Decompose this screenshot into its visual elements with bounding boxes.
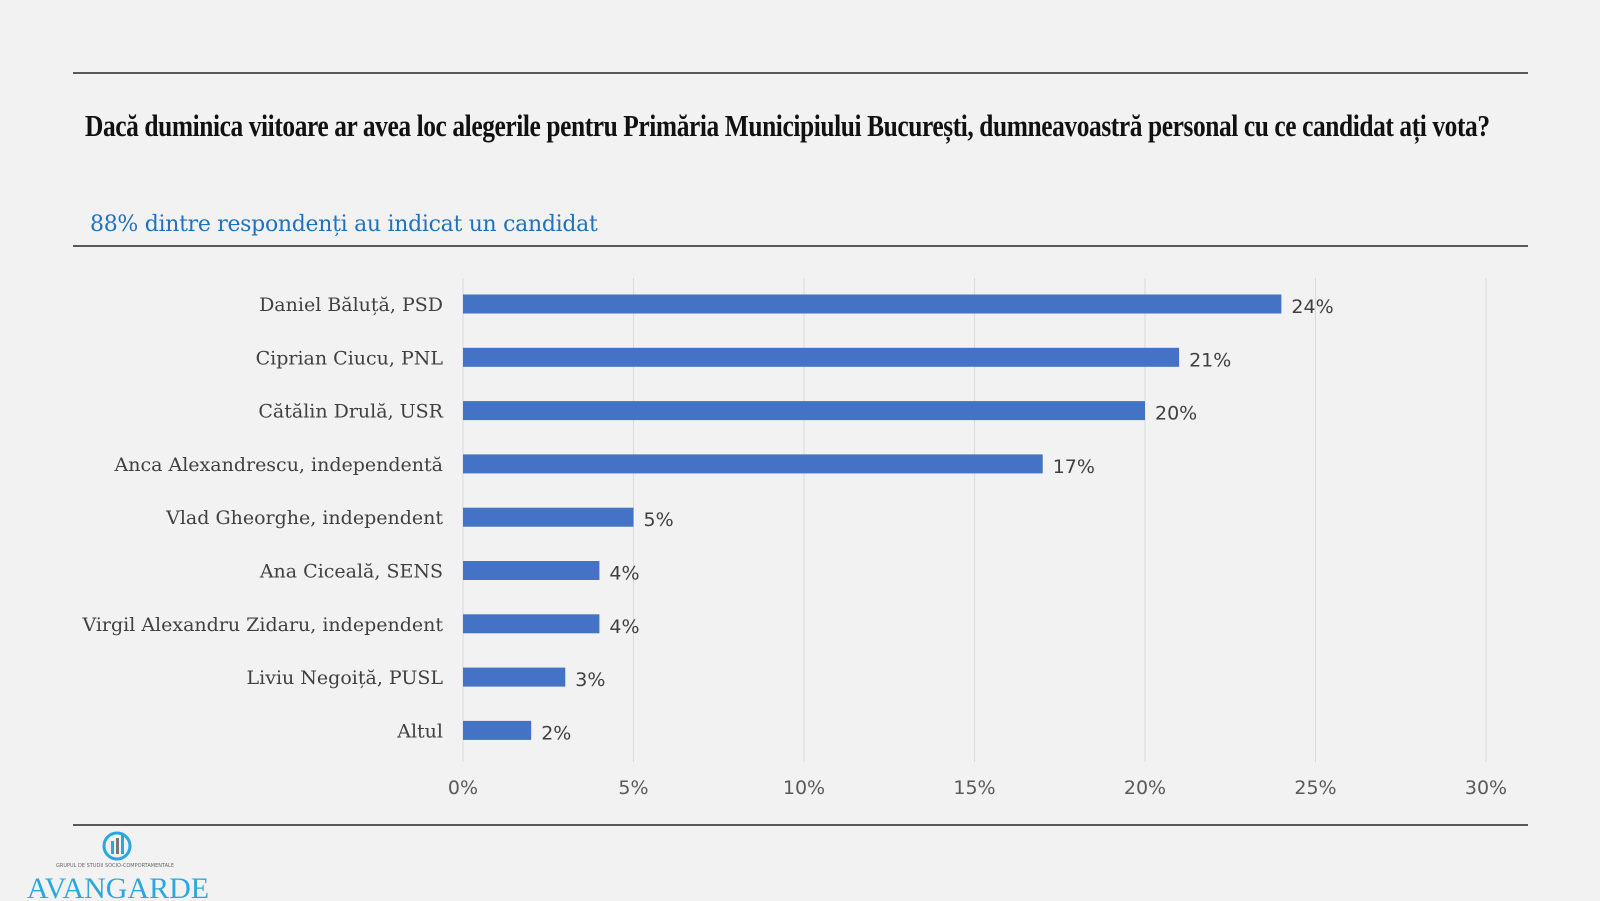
x-tick-label: 25%: [1294, 777, 1336, 799]
data-label: 17%: [1053, 456, 1095, 478]
data-label: 4%: [609, 563, 639, 585]
bar: [463, 507, 634, 527]
category-label: Ciprian Ciucu, PNL: [256, 347, 444, 369]
category-label: Anca Alexandrescu, independentă: [114, 454, 443, 476]
data-label: 20%: [1155, 403, 1197, 425]
bar: [463, 294, 1282, 314]
logo-icon: [102, 831, 132, 861]
bar: [463, 614, 600, 634]
data-label: 4%: [609, 616, 639, 638]
category-label: Vlad Gheorghe, independent: [165, 507, 443, 529]
category-label: Ana Ciceală, SENS: [259, 561, 443, 583]
data-label: 24%: [1291, 296, 1333, 318]
x-tick-label: 20%: [1124, 777, 1166, 799]
subtitle-rule: [73, 245, 1528, 247]
category-label: Liviu Negoiță, PUSL: [247, 667, 444, 689]
data-label: 3%: [575, 669, 605, 691]
bar: [463, 454, 1043, 474]
bar: [463, 720, 532, 740]
avangarde-logo: GRUPUL DE STUDII SOCIO-COMPORTAMENTALE A…: [27, 831, 209, 901]
bottom-rule: [73, 824, 1528, 826]
bar: [463, 347, 1180, 367]
logo-tagline: GRUPUL DE STUDII SOCIO-COMPORTAMENTALE: [56, 863, 174, 869]
chart-title: Dacă duminica viitoare ar avea loc alege…: [85, 108, 1490, 143]
bar: [463, 667, 566, 687]
x-tick-label: 0%: [448, 777, 478, 799]
data-label: 21%: [1189, 349, 1231, 371]
bar: [463, 561, 600, 580]
category-label: Altul: [396, 720, 443, 742]
top-rule: [73, 72, 1528, 74]
category-label: Virgil Alexandru Zidaru, independent: [81, 614, 443, 636]
data-label: 2%: [541, 722, 571, 744]
x-tick-label: 30%: [1465, 777, 1507, 799]
bar: [463, 401, 1145, 421]
x-tick-label: 15%: [953, 777, 995, 799]
chart-subtitle: 88% dintre respondenți au indicat un can…: [90, 212, 598, 237]
category-label: Cătălin Drulă, USR: [258, 401, 443, 423]
category-label: Daniel Băluță, PSD: [259, 294, 443, 316]
data-label: 5%: [644, 509, 674, 531]
x-tick-label: 10%: [783, 777, 825, 799]
logo-text: AVANGARDE: [27, 872, 209, 901]
x-tick-label: 5%: [618, 777, 648, 799]
